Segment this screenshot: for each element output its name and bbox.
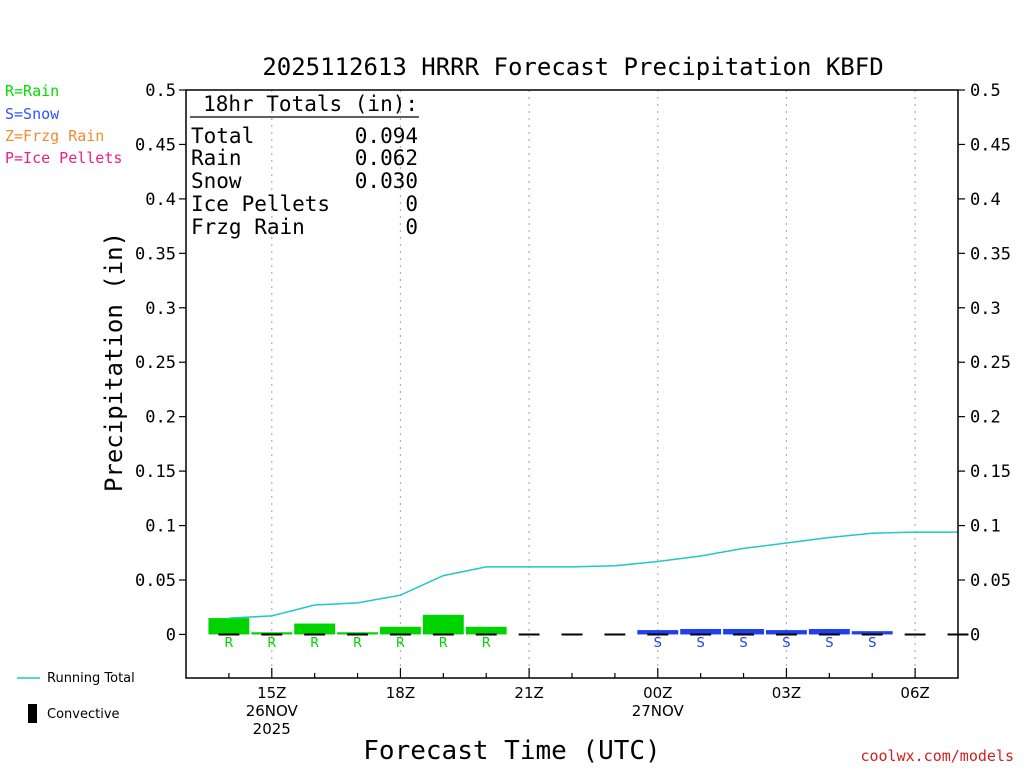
y-axis: 0 00.05 0.050.1 0.10.15 0.150.2 0.20.25 0.250.… [135, 81, 1011, 645]
y-tick-label-right: 0.25 [970, 353, 1011, 373]
rain-bar [380, 626, 421, 635]
plot-frame [185, 89, 959, 679]
totals-value-ice-pellets: 0 [405, 192, 418, 216]
watermark: coolwx.com/models [860, 747, 1014, 765]
y-tick-label-right: 0.05 [970, 571, 1011, 591]
y-tick-label-right: 0.4 [970, 190, 1001, 210]
legend-ice-pellets: P=Ice Pellets [5, 149, 122, 167]
snow-bar [637, 630, 679, 635]
totals-label-total: Total [191, 124, 254, 148]
type-label: R [482, 636, 491, 651]
totals-label-frzg-rain: Frzg Rain [191, 215, 305, 239]
type-label: R [439, 636, 448, 651]
y-tick-label-right: 0.35 [970, 244, 1011, 264]
totals-value-frzg-rain: 0 [405, 215, 418, 239]
snow-bar [680, 629, 722, 635]
totals-header: 18hr Totals (in): [203, 92, 418, 116]
grid-lines [271, 90, 916, 678]
type-label: S [782, 636, 790, 651]
x-axis-label: Forecast Time (UTC) [363, 736, 660, 766]
legend-rain: R=Rain [5, 82, 59, 100]
type-label: R [310, 636, 319, 651]
type-label: S [654, 636, 662, 651]
y-tick-label-left: 0.45 [135, 135, 176, 155]
y-axis-label: Precipitation (in) [100, 232, 128, 492]
running-total-line [228, 531, 958, 619]
y-tick-label-left: 0.3 [145, 299, 176, 319]
y-tick-label-left: 0 [166, 625, 176, 645]
type-legend: R=Rain S=Snow Z=Frzg Rain P=Ice Pellets [5, 82, 122, 167]
rain-bar [208, 618, 250, 635]
type-label: R [267, 636, 276, 651]
y-tick-label-left: 0.4 [145, 190, 176, 210]
x-tick-label: 03Z [772, 684, 801, 702]
x-tick-label: 2025 [253, 720, 291, 738]
type-label: S [868, 636, 876, 651]
x-tick-label: 15Z [257, 684, 286, 702]
y-tick-label-left: 0.15 [135, 462, 176, 482]
x-tick-label: 18Z [386, 684, 415, 702]
totals-value-rain: 0.062 [355, 146, 418, 170]
type-label: R [353, 636, 362, 651]
rain-bar [465, 626, 507, 635]
y-tick-label-left: 0.5 [145, 81, 176, 101]
snow-bar [723, 629, 764, 635]
y-tick-label-left: 0.1 [145, 517, 176, 537]
legend-frzg-rain: Z=Frzg Rain [5, 127, 104, 145]
type-label: R [224, 636, 233, 651]
snow-bar [851, 631, 893, 635]
type-label: S [825, 636, 833, 651]
x-tick-label: 27NOV [632, 702, 685, 720]
bottom-legend: Running Total Convective [17, 671, 135, 723]
y-tick-label-right: 0.5 [970, 81, 1001, 101]
convective-swatch [28, 704, 37, 723]
totals-label-snow: Snow [191, 169, 242, 193]
x-tick-label: 26NOV [246, 702, 299, 720]
rain-bar [422, 614, 464, 635]
y-tick-label-right: 0.2 [970, 408, 1001, 428]
running-total-legend: Running Total [47, 671, 135, 686]
y-tick-label-right: 0.3 [970, 299, 1001, 319]
x-tick-label: 21Z [514, 684, 543, 702]
totals-label-ice-pellets: Ice Pellets [191, 192, 330, 216]
y-tick-label-left: 0.05 [135, 571, 176, 591]
totals-value-total: 0.094 [355, 124, 418, 148]
x-tick-label: 00Z [643, 684, 672, 702]
totals-label-rain: Rain [191, 146, 242, 170]
y-tick-label-left: 0.25 [135, 353, 176, 373]
y-tick-label-right: 0 [970, 625, 980, 645]
snow-bar [808, 629, 850, 635]
rain-bar [294, 623, 336, 635]
snow-bar [766, 630, 807, 635]
rain-bar [251, 632, 293, 635]
totals-value-snow: 0.030 [355, 169, 418, 193]
x-tick-label: 06Z [900, 684, 929, 702]
legend-snow: S=Snow [5, 105, 60, 123]
convective-legend: Convective [47, 707, 120, 722]
chart-title: 2025112613 HRRR Forecast Precipitation K… [262, 53, 883, 81]
y-tick-label-left: 0.35 [135, 244, 176, 264]
type-label: S [697, 636, 705, 651]
totals-box: 18hr Totals (in): Total 0.094 Rain 0.062… [190, 92, 419, 239]
y-tick-label-left: 0.2 [145, 408, 176, 428]
y-tick-label-right: 0.45 [970, 135, 1011, 155]
rain-bar [337, 632, 378, 635]
type-label: R [396, 636, 405, 651]
y-tick-label-right: 0.15 [970, 462, 1011, 482]
y-tick-label-right: 0.1 [970, 517, 1001, 537]
type-label: S [739, 636, 747, 651]
bars [208, 614, 893, 635]
